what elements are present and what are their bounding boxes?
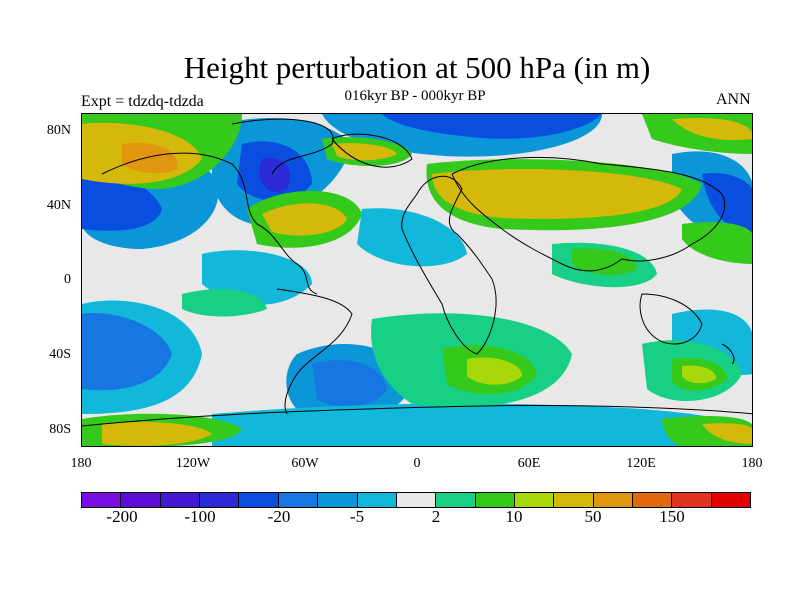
- colorbar: [81, 492, 751, 508]
- colorbar-swatch: [711, 493, 751, 507]
- lat-label: 80N: [46, 123, 71, 138]
- colorbar-swatch: [278, 493, 319, 507]
- colorbar-swatch: [160, 493, 201, 507]
- lon-label: 180: [70, 456, 92, 471]
- colorbar-swatch: [436, 493, 476, 507]
- colorbar-label: -5: [349, 507, 365, 526]
- experiment-label: Expt = tdzdq-tdzda: [81, 93, 204, 110]
- season-label: ANN: [716, 91, 751, 108]
- colorbar-swatch: [200, 493, 240, 507]
- colorbar-label: 10: [505, 507, 523, 526]
- positive-anomaly-regions: [82, 114, 752, 446]
- colorbar-swatch: [554, 493, 594, 507]
- lon-label: 60W: [291, 456, 319, 471]
- colorbar-label: 50: [584, 507, 602, 526]
- colorbar-swatch: [396, 493, 437, 507]
- colorbar-swatch: [475, 493, 515, 507]
- colorbar-swatch: [82, 493, 122, 507]
- colorbar-label: -20: [267, 507, 291, 526]
- colorbar-swatch: [633, 493, 673, 507]
- map-panel: [81, 113, 753, 447]
- colorbar-swatch: [318, 493, 358, 507]
- lat-label: 80S: [49, 422, 71, 437]
- colorbar-swatch: [121, 493, 161, 507]
- lon-label: 0: [413, 456, 421, 471]
- colorbar-label: 2: [431, 507, 441, 526]
- colorbar-label: -200: [106, 507, 138, 526]
- lon-label: 60E: [517, 456, 541, 471]
- lat-label: 0: [64, 272, 71, 287]
- coastlines: [82, 118, 752, 427]
- lat-label: 40N: [46, 198, 71, 213]
- colorbar-swatch: [672, 493, 712, 507]
- colorbar-swatch: [357, 493, 397, 507]
- colorbar-label: -100: [184, 507, 216, 526]
- colorbar-swatch: [593, 493, 634, 507]
- colorbar-label: 150: [659, 507, 685, 526]
- lat-label: 40S: [49, 347, 71, 362]
- lon-label: 120E: [626, 456, 656, 471]
- chart-subtitle: 016kyr BP - 000kyr BP: [344, 88, 486, 104]
- lon-label: 180: [741, 456, 763, 471]
- colorbar-swatch: [514, 493, 555, 507]
- chart-title: Height perturbation at 500 hPa (in m): [183, 50, 651, 85]
- contour-map: [82, 114, 752, 446]
- colorbar-swatch: [239, 493, 279, 507]
- lon-label: 120W: [175, 456, 211, 471]
